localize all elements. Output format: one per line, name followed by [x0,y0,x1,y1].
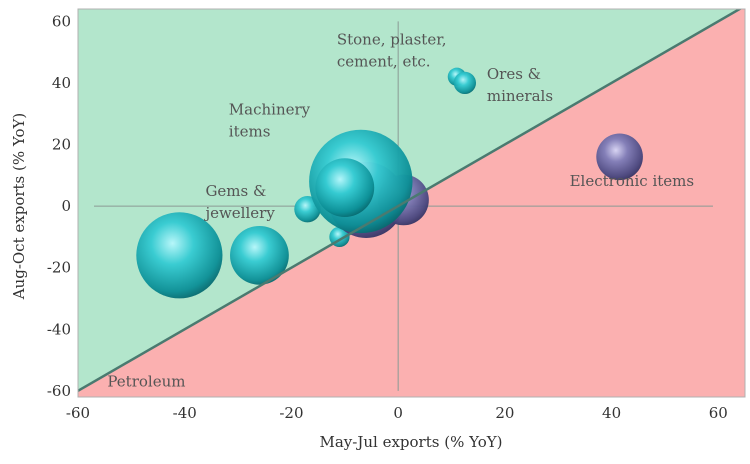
bubble-9 [453,71,477,95]
y-axis-title: Aug-Oct exports (% YoY) [10,113,28,301]
plot-background [78,9,745,397]
bubble-1 [230,225,289,285]
y-tick-label: 0 [61,197,71,215]
x-tick-label: -40 [173,404,197,422]
bubble-0 [136,212,223,299]
x-tick-label: 0 [393,404,403,422]
diagonal-line [78,9,743,392]
bubble-label-6: Machinery items [229,100,311,140]
y-tick-label: 20 [52,135,71,153]
bubble-layer [136,67,643,299]
bubble-label-2: Gems & jewellery [203,182,275,222]
x-tick-label: -60 [66,404,90,422]
bubble-label-layer: Petroleum Gems & jewellery Machinery items St… [107,31,694,391]
bubble-10 [596,133,643,181]
x-tick-label: 60 [709,404,728,422]
bubble-label-8: Stone, plaster, cement, etc. [337,31,447,71]
y-tick-label: -60 [47,382,71,400]
x-axis-ticks: -60 -40 -20 0 20 40 60 [66,404,728,422]
x-tick-label: -20 [279,404,303,422]
y-tick-label: 60 [52,12,71,30]
x-tick-label: 40 [602,404,621,422]
bubble-7 [315,158,375,218]
y-tick-label: -40 [47,320,71,338]
bubble-label-10: Electronic items [570,172,695,190]
x-axis-title: May-Jul exports (% YoY) [320,433,503,451]
y-tick-label: 40 [52,74,71,92]
bubble-label-0: Petroleum [107,372,185,390]
x-tick-label: 20 [495,404,514,422]
y-tick-label: -20 [47,259,71,277]
y-axis-ticks: -60 -40 -20 0 20 40 60 [47,12,71,400]
plot-frame [77,8,746,398]
bubble-label-9: Ores & minerals [487,65,553,105]
